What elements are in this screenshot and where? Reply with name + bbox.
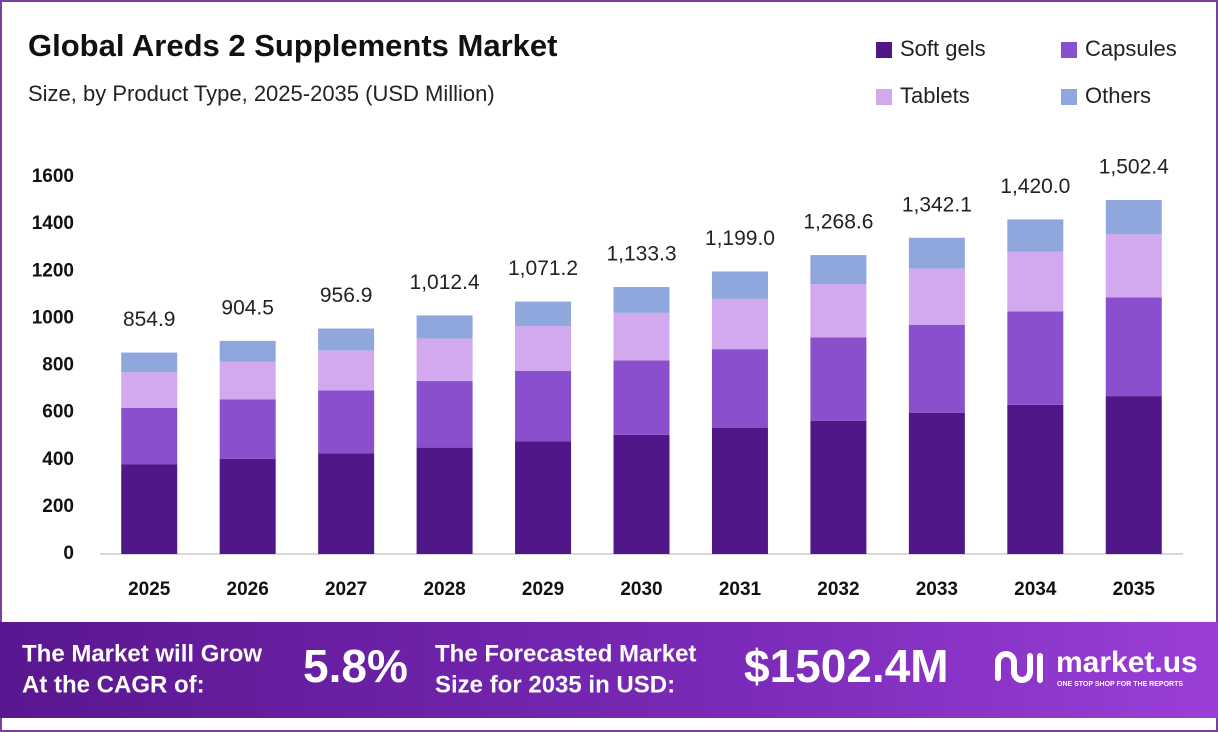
total-label: 1,342.1 — [902, 193, 972, 216]
bar-segment — [416, 338, 473, 382]
chart-subtitle: Size, by Product Type, 2025-2035 (USD Mi… — [28, 81, 495, 106]
legend-swatch — [1061, 42, 1077, 58]
x-tick-label: 2025 — [128, 579, 171, 600]
bar-segment — [318, 453, 375, 554]
bar-segment — [1105, 234, 1162, 298]
x-tick-label: 2034 — [1014, 579, 1057, 600]
x-tick-label: 2031 — [719, 579, 762, 600]
bar-segment — [121, 372, 178, 408]
forecast-value: $1502.4M — [744, 640, 949, 692]
bar-segment — [121, 464, 178, 554]
legend-label: Soft gels — [900, 36, 986, 61]
y-tick-label: 200 — [42, 496, 74, 517]
total-label: 1,071.2 — [508, 257, 578, 280]
bar-segment — [515, 370, 572, 442]
y-tick-label: 400 — [42, 449, 74, 470]
bar-segment — [1007, 311, 1064, 405]
bar-segment — [613, 286, 670, 313]
bar-segment — [908, 268, 965, 325]
x-tick-label: 2032 — [817, 579, 859, 600]
bar-segment — [515, 326, 572, 371]
bar-segment — [416, 447, 473, 554]
bar-segment — [810, 255, 867, 285]
bar-segment — [908, 237, 965, 269]
x-tick-label: 2027 — [325, 579, 367, 600]
bar-segment — [1105, 297, 1162, 397]
bar-segment — [219, 399, 276, 459]
bar-segment — [711, 427, 768, 554]
y-tick-label: 1000 — [32, 307, 74, 328]
bar-segment — [1007, 219, 1064, 252]
bar-segment — [613, 360, 670, 435]
bar-segment — [318, 328, 375, 351]
bar-segment — [711, 298, 768, 350]
bar-segment — [219, 361, 276, 400]
bar-segment — [908, 324, 965, 413]
total-label: 956.9 — [320, 284, 373, 307]
total-label: 904.5 — [221, 296, 274, 319]
legend-swatch — [876, 89, 892, 105]
y-tick-label: 600 — [42, 402, 74, 423]
bar-segment — [219, 340, 276, 362]
y-tick-label: 800 — [42, 355, 74, 376]
bar-segment — [121, 407, 178, 465]
bar-segment — [515, 301, 572, 327]
total-label: 854.9 — [123, 308, 176, 331]
x-tick-label: 2026 — [227, 579, 269, 600]
brand: market.us — [1056, 646, 1198, 679]
tagline: ONE STOP SHOP FOR THE REPORTS — [1057, 681, 1183, 688]
footer-band — [0, 622, 1218, 718]
cagr-value: 5.8% — [303, 640, 408, 692]
bar-segment — [711, 271, 768, 299]
bar-segment — [810, 284, 867, 338]
cagr-text: At the CAGR of: — [22, 671, 205, 698]
x-tick-label: 2030 — [620, 579, 662, 600]
legend-label: Capsules — [1085, 36, 1177, 61]
total-label: 1,420.0 — [1000, 175, 1070, 198]
bar-segment — [219, 458, 276, 554]
bar-segment — [416, 315, 473, 339]
y-tick-label: 1200 — [32, 260, 74, 281]
bar-segment — [1105, 199, 1162, 235]
brand-logo — [995, 651, 1043, 683]
x-tick-label: 2028 — [423, 579, 465, 600]
legend-swatch — [876, 42, 892, 58]
y-tick-label: 1400 — [32, 213, 74, 234]
bar-segment — [613, 434, 670, 554]
bar-segment — [1105, 396, 1162, 554]
y-tick-label: 1600 — [32, 166, 74, 187]
cagr-text: The Market will Grow — [22, 640, 262, 667]
total-label: 1,199.0 — [705, 227, 775, 250]
chart-title: Global Areds 2 Supplements Market — [28, 28, 557, 63]
bar-segment — [1007, 404, 1064, 554]
total-label: 1,012.4 — [410, 271, 480, 294]
bar-segment — [121, 352, 178, 373]
bar-segment — [810, 420, 867, 554]
bar-segment — [1007, 251, 1064, 312]
bar-segment — [613, 312, 670, 361]
bar-segment — [416, 381, 473, 448]
legend-swatch — [1061, 89, 1077, 105]
forecast-text: The Forecasted Market — [435, 640, 696, 667]
bar-segment — [515, 441, 572, 554]
y-tick-label: 0 — [63, 543, 74, 564]
legend-label: Others — [1085, 83, 1151, 108]
x-tick-label: 2029 — [522, 579, 564, 600]
total-label: 1,133.3 — [606, 243, 676, 266]
bar-segment — [318, 350, 375, 391]
legend-label: Tablets — [900, 83, 970, 108]
bar-segment — [810, 337, 867, 421]
bar-segment — [711, 349, 768, 428]
total-label: 1,502.4 — [1099, 156, 1169, 179]
bar-segment — [908, 412, 965, 554]
bar-segment — [318, 390, 375, 454]
x-tick-label: 2035 — [1113, 579, 1156, 600]
total-label: 1,268.6 — [803, 211, 873, 234]
x-tick-label: 2033 — [916, 579, 958, 600]
forecast-text: Size for 2035 in USD: — [435, 671, 675, 698]
